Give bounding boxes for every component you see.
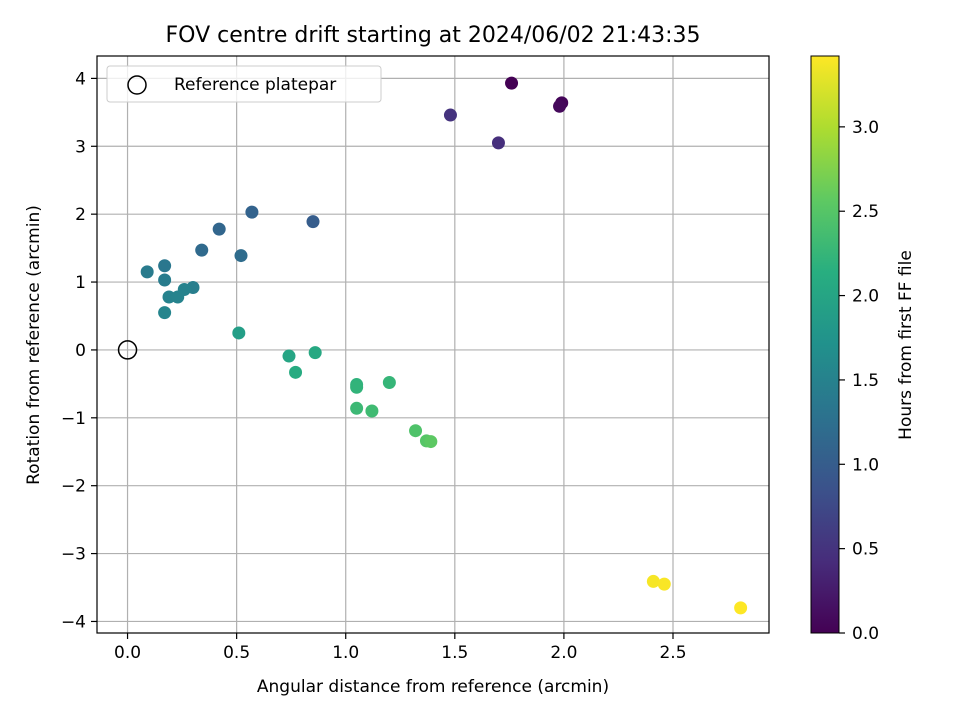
data-point bbox=[646, 574, 660, 588]
colorbar-tick-label: 1.0 bbox=[852, 455, 879, 475]
y-tick-label: 3 bbox=[75, 137, 86, 157]
data-point bbox=[350, 380, 364, 394]
legend-box bbox=[106, 65, 382, 103]
colorbar-label: Hours from first FF file bbox=[896, 250, 916, 440]
data-point bbox=[212, 222, 226, 236]
x-tick-label: 1.0 bbox=[332, 643, 359, 663]
y-tick-label: 4 bbox=[75, 69, 86, 89]
data-point bbox=[443, 108, 457, 122]
colorbar-gradient bbox=[810, 55, 840, 634]
colorbar-tick-label: 0.0 bbox=[852, 624, 879, 644]
y-tick-label: 1 bbox=[75, 273, 86, 293]
y-axis-label: Rotation from reference (arcmin) bbox=[24, 205, 44, 485]
reference-platepar-marker bbox=[117, 340, 138, 360]
colorbar-tick-label: 2.0 bbox=[852, 287, 879, 307]
y-tick-label: −2 bbox=[61, 477, 86, 497]
x-tick-label: 2.0 bbox=[550, 643, 577, 663]
y-axis-ticks: −4 −3 −2 −1 0 1 2 3 4 bbox=[61, 69, 97, 632]
data-point bbox=[158, 273, 172, 287]
y-tick-label: −1 bbox=[61, 409, 86, 429]
legend-open-circle-icon bbox=[127, 75, 147, 95]
y-tick-label: −3 bbox=[61, 545, 86, 565]
x-tick-label: 0.5 bbox=[223, 643, 250, 663]
data-point bbox=[140, 265, 154, 279]
y-tick-label: −4 bbox=[61, 612, 86, 632]
colorbar: 0.0 0.5 1.0 1.5 2.0 2.5 3.0 Hours from first F… bbox=[810, 55, 916, 644]
data-point bbox=[382, 376, 396, 390]
data-point bbox=[245, 205, 259, 219]
grid bbox=[97, 56, 769, 633]
plot-frame bbox=[96, 55, 770, 634]
data-point bbox=[424, 435, 438, 449]
x-tick-label: 1.5 bbox=[441, 643, 468, 663]
x-tick-label: 0.0 bbox=[114, 643, 141, 663]
legend-entry-label: Reference platepar bbox=[174, 75, 336, 95]
data-point bbox=[158, 306, 172, 320]
x-axis-ticks: 0.0 0.5 1.0 1.5 2.0 2.5 bbox=[114, 633, 687, 663]
data-point bbox=[289, 365, 303, 379]
colorbar-tick-label: 3.0 bbox=[852, 118, 879, 138]
data-point bbox=[234, 249, 248, 263]
colorbar-tick-label: 0.5 bbox=[852, 540, 879, 560]
data-point bbox=[171, 290, 185, 304]
data-point bbox=[158, 259, 172, 273]
y-tick-label: 2 bbox=[75, 205, 86, 225]
legend: Reference platepar bbox=[106, 65, 382, 103]
y-tick-label: 0 bbox=[75, 341, 86, 361]
colorbar-tick-label: 1.5 bbox=[852, 371, 879, 391]
data-point bbox=[232, 326, 246, 340]
data-point bbox=[308, 346, 322, 360]
data-point bbox=[409, 424, 423, 438]
data-point bbox=[365, 404, 379, 418]
data-point bbox=[195, 243, 209, 257]
data-point bbox=[350, 401, 364, 415]
data-point bbox=[505, 76, 519, 90]
colorbar-tick-label: 2.5 bbox=[852, 202, 879, 222]
data-point bbox=[491, 136, 505, 150]
x-axis-label: Angular distance from reference (arcmin) bbox=[257, 677, 609, 697]
colorbar-ticks: 0.0 0.5 1.0 1.5 2.0 2.5 3.0 bbox=[839, 118, 879, 644]
data-point bbox=[553, 99, 567, 113]
data-point bbox=[657, 577, 671, 591]
data-point bbox=[734, 601, 748, 615]
data-point bbox=[282, 349, 296, 363]
data-points bbox=[140, 76, 748, 615]
data-point bbox=[306, 215, 320, 229]
x-tick-label: 2.5 bbox=[659, 643, 686, 663]
chart-title: FOV centre drift starting at 2024/06/02 … bbox=[166, 23, 701, 48]
